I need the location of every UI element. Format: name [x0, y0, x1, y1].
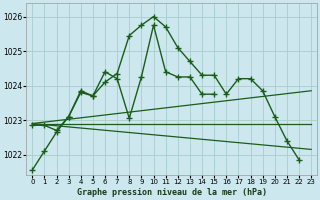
X-axis label: Graphe pression niveau de la mer (hPa): Graphe pression niveau de la mer (hPa)	[77, 188, 267, 197]
